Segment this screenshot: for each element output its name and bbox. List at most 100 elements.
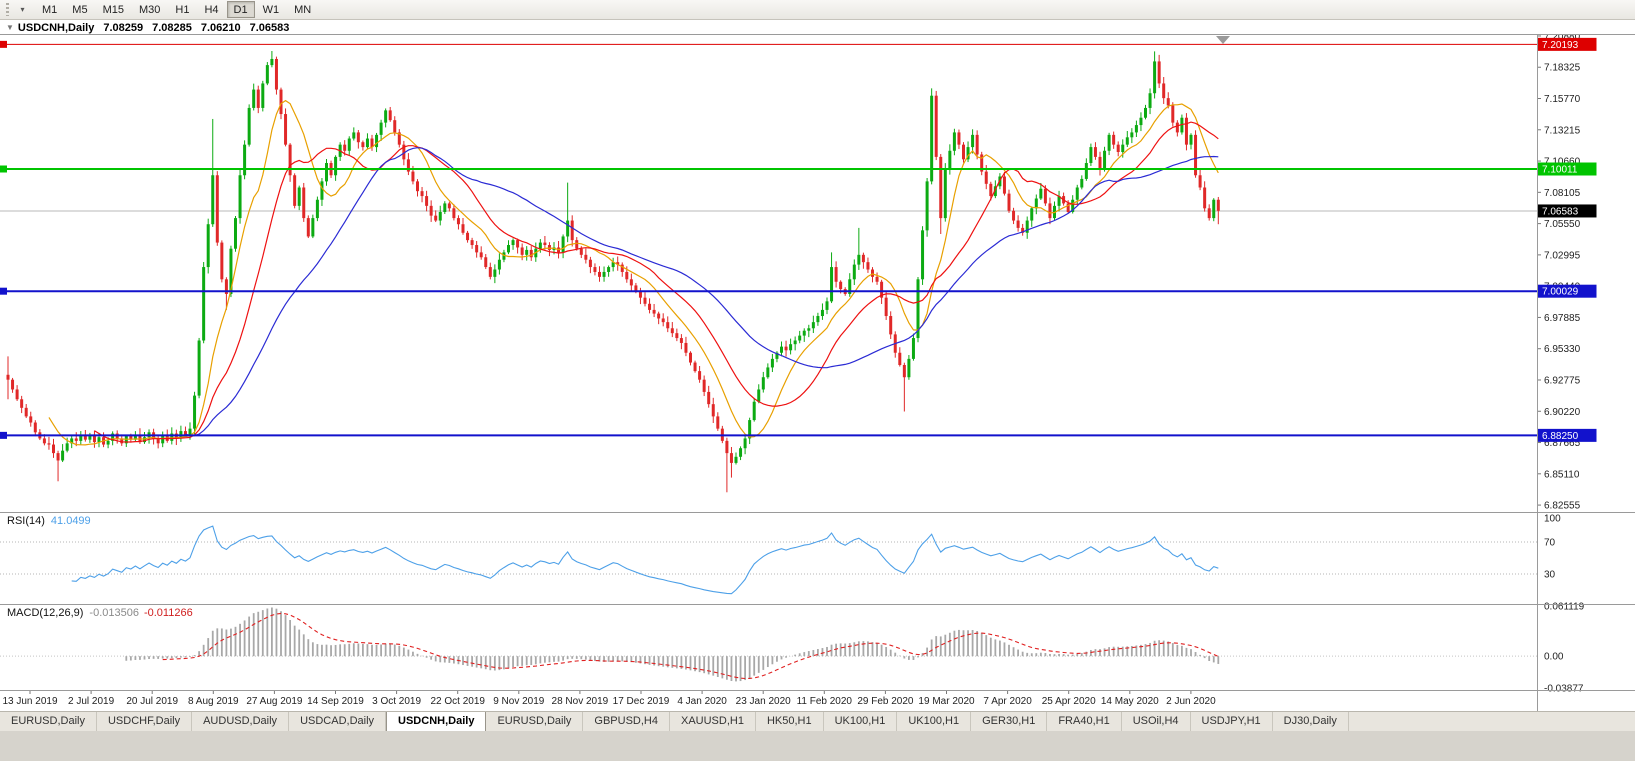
toolbar-grip[interactable] xyxy=(6,3,9,16)
macd-signal-value: -0.011266 xyxy=(143,607,193,619)
macd-axis-label: -0.03877 xyxy=(1544,684,1584,695)
chart-tab-uk100-h1[interactable]: UK100,H1 xyxy=(824,712,898,731)
candle-body xyxy=(120,438,124,444)
chevron-down-icon[interactable]: ▾ xyxy=(15,2,30,18)
candle-body xyxy=(1112,134,1116,145)
ohlc-high: 7.08285 xyxy=(152,21,192,34)
chart-tab-uk100-h1[interactable]: UK100,H1 xyxy=(897,712,972,731)
chart-tab-eurusd-daily[interactable]: EURUSD,Daily xyxy=(0,712,97,731)
price-axis[interactable] xyxy=(1537,34,1635,711)
timeframe-button-d1[interactable]: D1 xyxy=(226,1,255,18)
date-label: 3 Oct 2019 xyxy=(372,696,421,707)
candle-body xyxy=(1198,175,1202,188)
candle-body xyxy=(520,247,524,255)
chart-shift-marker-icon[interactable] xyxy=(1216,36,1230,44)
candle-body xyxy=(1025,220,1029,233)
rsi-value: 41.0499 xyxy=(50,515,91,527)
candle-body xyxy=(625,271,629,280)
candle-body xyxy=(311,218,315,237)
chart-tab-dj30-daily[interactable]: DJ30,Daily xyxy=(1273,712,1349,731)
candle-body xyxy=(925,181,929,231)
candle-body xyxy=(811,322,815,329)
candle-body xyxy=(952,132,956,151)
price-flag xyxy=(1537,37,1597,51)
candle-body xyxy=(825,301,829,310)
hline-handle[interactable] xyxy=(0,165,7,173)
candle-body xyxy=(802,330,806,336)
candle-body xyxy=(279,89,283,115)
candle-body xyxy=(739,448,743,457)
candle-body xyxy=(525,249,529,255)
timeframe-button-w1[interactable]: W1 xyxy=(256,1,287,18)
price-chart-canvas[interactable]: 7.208807.183257.157707.132157.106607.081… xyxy=(0,34,1635,711)
candle-body xyxy=(661,318,665,323)
candle-body xyxy=(561,236,565,253)
candle-body xyxy=(252,89,256,108)
chart-tab-ger30-h1[interactable]: GER30,H1 xyxy=(971,712,1048,731)
candle-body xyxy=(83,434,87,440)
timeframe-button-h1[interactable]: H1 xyxy=(168,1,196,18)
candle-body xyxy=(352,132,356,139)
macd-axis-label: 0.00 xyxy=(1544,652,1564,663)
date-label: 23 Jan 2020 xyxy=(736,696,791,707)
chart-tab-xauusd-h1[interactable]: XAUUSD,H1 xyxy=(670,712,756,731)
chart-tab-usdcad-daily[interactable]: USDCAD,Daily xyxy=(289,712,387,731)
chart-tabs-bar: EURUSD,Daily USDCHF,Daily AUDUSD,Daily USDC… xyxy=(0,711,1635,731)
timeframe-button-m1[interactable]: M1 xyxy=(35,1,64,18)
hline-handle[interactable] xyxy=(0,40,7,48)
one-click-trading-icon[interactable]: ▼ xyxy=(6,23,14,32)
candle-body xyxy=(807,328,811,331)
candle-body xyxy=(224,279,228,294)
chart-tab-hk50-h1[interactable]: HK50,H1 xyxy=(756,712,824,731)
time-axis[interactable] xyxy=(0,690,1537,711)
timeframe-toolbar: ▾ M1 M5 M15 M30 H1 H4 D1 W1 MN xyxy=(0,0,1635,20)
macd-axis-label: 0.061119 xyxy=(1544,602,1585,613)
candle-body xyxy=(384,110,388,123)
candle-body xyxy=(484,257,488,268)
candle-body xyxy=(434,215,438,221)
chart-tab-fra40-h1[interactable]: FRA40,H1 xyxy=(1047,712,1122,731)
timeframe-button-m5[interactable]: M5 xyxy=(65,1,94,18)
candle-body xyxy=(206,224,210,268)
candle-body xyxy=(857,254,861,265)
candle-body xyxy=(479,252,483,258)
candle-body xyxy=(1016,220,1020,228)
candle-body xyxy=(620,264,624,272)
timeframe-button-h4[interactable]: H4 xyxy=(197,1,225,18)
candle-body xyxy=(743,438,747,449)
ohlc-open: 7.08259 xyxy=(103,21,144,34)
candle-body xyxy=(1002,176,1006,194)
candle-body xyxy=(579,248,583,255)
candle-body xyxy=(42,438,46,444)
candle-body xyxy=(616,262,620,265)
chart-tab-usdcnh-daily[interactable]: USDCNH,Daily xyxy=(386,712,487,731)
timeframe-button-m15[interactable]: M15 xyxy=(96,1,131,18)
timeframe-button-m30[interactable]: M30 xyxy=(132,1,167,18)
date-label: 22 Oct 2019 xyxy=(430,696,485,707)
candle-body xyxy=(6,374,10,380)
hline-handle[interactable] xyxy=(0,287,7,295)
candle-body xyxy=(511,240,515,246)
macd-signal-line xyxy=(162,612,1219,680)
date-label: 9 Nov 2019 xyxy=(493,696,545,707)
rsi-header: RSI(14) 41.0499 xyxy=(7,515,91,527)
timeframe-button-mn[interactable]: MN xyxy=(287,1,318,18)
candle-body xyxy=(92,435,96,443)
chart-tab-audusd-daily[interactable]: AUDUSD,Daily xyxy=(192,712,290,731)
candle-body xyxy=(47,443,51,445)
candle-body xyxy=(784,346,788,351)
candle-body xyxy=(388,110,392,121)
candle-body xyxy=(643,297,647,304)
chart-tab-usdjpy-h1[interactable]: USDJPY,H1 xyxy=(1191,712,1273,731)
chart-tab-eurusd-daily[interactable]: EURUSD,Daily xyxy=(486,712,584,731)
chart-tab-gbpusd-h4[interactable]: GBPUSD,H4 xyxy=(583,712,670,731)
candle-body xyxy=(129,435,133,440)
chart-tab-usoil-h4[interactable]: USOil,H4 xyxy=(1122,712,1191,731)
candle-body xyxy=(20,399,24,408)
candle-body xyxy=(1021,227,1025,233)
date-label: 7 Apr 2020 xyxy=(983,696,1032,707)
candle-body xyxy=(584,254,588,260)
chart-tab-usdchf-daily[interactable]: USDCHF,Daily xyxy=(97,712,193,731)
candle-body xyxy=(1007,193,1011,211)
hline-handle[interactable] xyxy=(0,431,7,439)
